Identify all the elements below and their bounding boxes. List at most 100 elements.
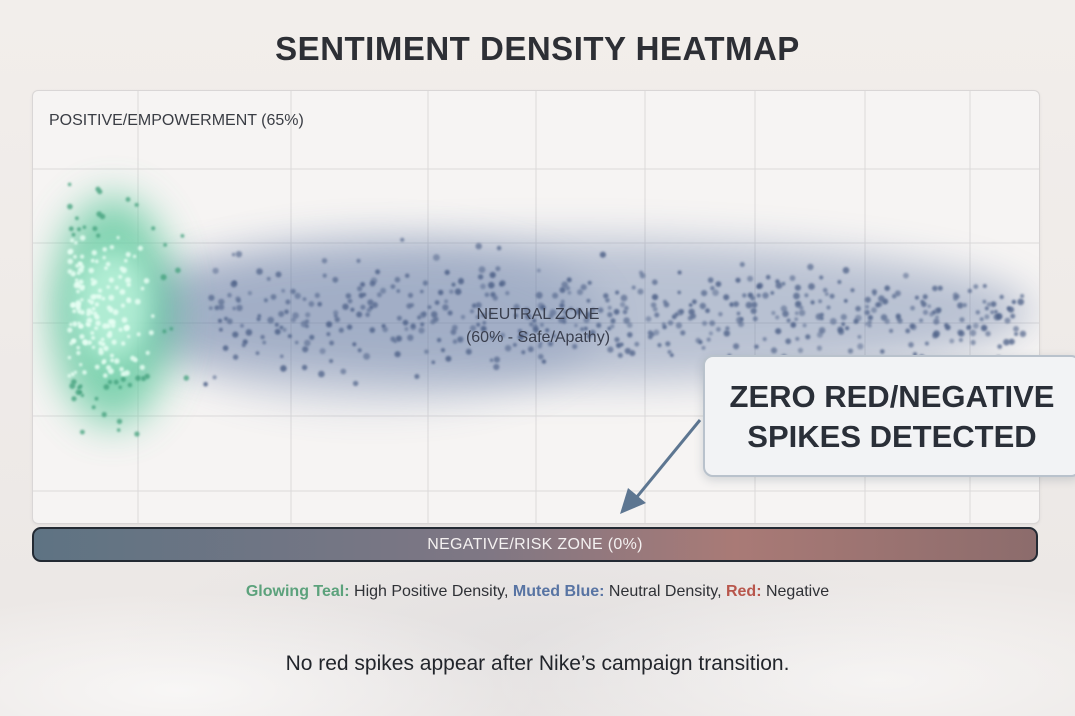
neutral-dot-446: [279, 325, 284, 330]
neutral-dot-247: [232, 354, 239, 360]
neutral-dot-275: [652, 279, 658, 285]
neutral-dot-236: [460, 314, 466, 320]
neutral-dot-311: [292, 312, 299, 319]
neutral-dot-185: [319, 348, 326, 355]
neutral-dot-398: [484, 292, 490, 298]
neutral-dot-198: [232, 280, 237, 285]
positive-dot-74: [81, 285, 85, 289]
neutral-dot-372: [864, 296, 871, 303]
neutral-dot-298: [418, 327, 425, 334]
positive-dot-186: [95, 320, 101, 326]
positive-dot-43: [134, 202, 139, 207]
neutral-dot-332: [596, 322, 602, 328]
neutral-dot-222: [357, 348, 362, 353]
neutral-dot-200: [818, 327, 826, 334]
positive-dot-185: [73, 282, 80, 289]
neutral-dot-345: [212, 375, 217, 380]
positive-dot-53: [120, 303, 125, 308]
neutral-dot-361: [780, 305, 788, 312]
neutral-dot-12: [629, 350, 636, 357]
neutral-dot-445: [580, 284, 587, 291]
positive-dot-184: [118, 385, 122, 390]
neutral-dot-462: [513, 303, 520, 310]
positive-dot-33: [67, 203, 73, 210]
positive-dot-181: [137, 245, 143, 251]
neutral-dot-273: [657, 343, 662, 348]
positive-dot-67: [68, 226, 74, 232]
neutral-dot-202: [647, 334, 653, 340]
neutral-dot-282: [395, 335, 402, 342]
neutral-dot-50: [949, 338, 955, 344]
legend-teal-desc: High Positive Density,: [349, 583, 509, 600]
positive-dot-118: [110, 358, 115, 363]
neutral-dot-74: [436, 337, 442, 343]
positive-zone-label: POSITIVE/EMPOWERMENT (65%): [49, 112, 304, 129]
positive-dot-127: [100, 342, 106, 347]
neutral-dot-356: [356, 311, 363, 318]
neutral-dot-37: [733, 343, 740, 350]
neutral-dot-103: [575, 308, 582, 315]
neutral-dot-246: [208, 294, 215, 301]
neutral-dot-421: [365, 312, 370, 317]
neutral-dot-184: [281, 288, 286, 293]
neutral-dot-43: [445, 355, 452, 362]
neutral-dot-491: [957, 329, 963, 336]
positive-dot-195: [75, 216, 79, 221]
neutral-dot-487: [480, 325, 487, 332]
neutral-dot-381: [400, 237, 405, 242]
neutral-dot-70: [688, 308, 695, 315]
neutral-dot-416: [304, 339, 311, 347]
neutral-dot-96: [521, 350, 526, 355]
neutral-dot-295: [665, 341, 671, 347]
neutral-dot-327: [527, 346, 534, 353]
neutral-dot-403: [407, 292, 414, 298]
neutral-dot-148: [366, 307, 372, 313]
neutral-dot-211: [318, 370, 325, 378]
neutral-dot-90: [490, 335, 494, 340]
neutral-dot-362: [842, 267, 850, 274]
neutral-dot-313: [622, 309, 628, 315]
neutral-dot-334: [333, 310, 339, 316]
neutral-dot-515: [444, 269, 450, 275]
neutral-dot-365: [984, 314, 990, 320]
neutral-dot-284: [255, 351, 260, 355]
neutral-dot-126: [677, 270, 682, 275]
neutral-dot-392: [818, 299, 822, 304]
neutral-dot-61: [402, 319, 409, 326]
neutral-dot-249: [805, 334, 811, 340]
neutral-dot-112: [451, 324, 458, 331]
neutral-dot-264: [302, 346, 309, 353]
positive-dot-167: [76, 271, 81, 275]
neutral-dot-99: [433, 254, 440, 261]
neutral-dot-159: [745, 301, 753, 309]
neutral-dot-453: [775, 315, 780, 320]
positive-dot-78: [113, 379, 119, 385]
neutral-dot-413: [504, 345, 512, 352]
positive-dot-189: [125, 197, 131, 202]
neutral-dot-274: [475, 302, 482, 309]
positive-dot-197: [67, 269, 73, 274]
neutral-dot-493: [1013, 326, 1019, 332]
positive-dot-80: [85, 321, 91, 327]
neutral-dot-176: [513, 343, 517, 347]
neutral-dot-512: [440, 348, 446, 353]
neutral-dot-183: [597, 307, 604, 313]
neutral-dot-213: [617, 352, 623, 358]
neutral-dot-116: [290, 317, 296, 323]
neutral-dot-402: [475, 315, 480, 319]
neutral-dot-444: [419, 312, 426, 319]
neutral-dot-214: [345, 293, 352, 299]
positive-dot-142: [80, 393, 85, 398]
neutral-dot-167: [909, 323, 915, 329]
neutral-dot-237: [469, 309, 475, 314]
neutral-dot-227: [857, 343, 864, 350]
annotation-line-1: ZERO RED/NEGATIVE: [729, 379, 1055, 414]
positive-dot-198: [114, 358, 120, 364]
neutral-dot-51: [1003, 338, 1010, 346]
neutral-dot-215: [431, 360, 436, 365]
positive-dot-124: [124, 258, 128, 263]
neutral-dot-383: [394, 276, 401, 283]
positive-dot-161: [75, 278, 79, 282]
neutral-dot-335: [599, 251, 607, 258]
neutral-dot-513: [540, 305, 546, 311]
